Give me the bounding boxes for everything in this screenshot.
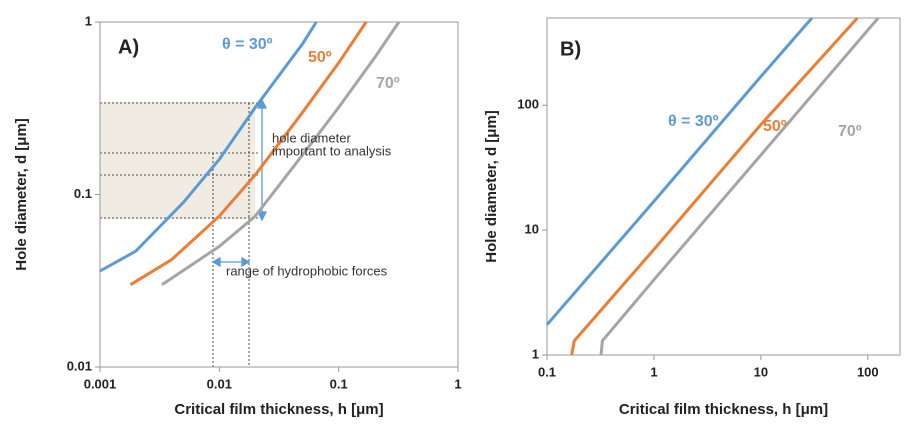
y-tick-label: 100 <box>517 97 539 112</box>
y-tick-label: 10 <box>525 222 539 237</box>
series-line <box>570 16 859 356</box>
annotation: range of hydrophobic forces <box>226 263 388 278</box>
x-tick-label: 1 <box>454 376 461 391</box>
shaded-range <box>100 102 255 219</box>
y-tick-label: 0.01 <box>67 358 92 373</box>
y-axis-title: Hole diameter, d [μm] <box>483 110 500 263</box>
annotation: B) <box>560 38 581 60</box>
annotation: important to analysis <box>272 143 392 158</box>
series-line <box>99 21 318 273</box>
x-axis-title: Critical film thickness, h [μm] <box>619 401 828 418</box>
series-label: θ = 30º <box>222 36 273 53</box>
series-label: θ = 30º <box>668 113 719 130</box>
series-label: 50º <box>308 49 332 66</box>
decoration <box>100 98 268 367</box>
series-label: 70º <box>376 75 400 92</box>
x-tick-label: 0.1 <box>538 364 556 379</box>
series-line <box>599 17 880 356</box>
series-line <box>545 17 814 326</box>
y-tick-label: 1 <box>85 13 92 28</box>
series-line <box>161 21 401 286</box>
y-tick-label: 0.1 <box>74 186 92 201</box>
series-label: 70º <box>838 123 862 140</box>
guide-lines <box>100 102 258 367</box>
plot-frame <box>546 17 901 356</box>
x-axis-title: Critical film thickness, h [μm] <box>174 401 383 418</box>
annotation: A) <box>118 36 139 58</box>
x-tick-label: 10 <box>754 364 768 379</box>
arrows <box>211 98 268 268</box>
x-tick-label: 0.1 <box>330 376 348 391</box>
x-tick-label: 0.01 <box>207 376 232 391</box>
y-tick-label: 1 <box>532 346 539 361</box>
y-axis-title: Hole diameter, d [μm] <box>13 118 30 271</box>
x-tick-label: 100 <box>857 364 879 379</box>
x-tick-label: 1 <box>650 364 657 379</box>
series-line <box>129 21 368 286</box>
annotation: hole diameter <box>272 130 351 145</box>
x-tick-label: 0.001 <box>84 376 117 391</box>
